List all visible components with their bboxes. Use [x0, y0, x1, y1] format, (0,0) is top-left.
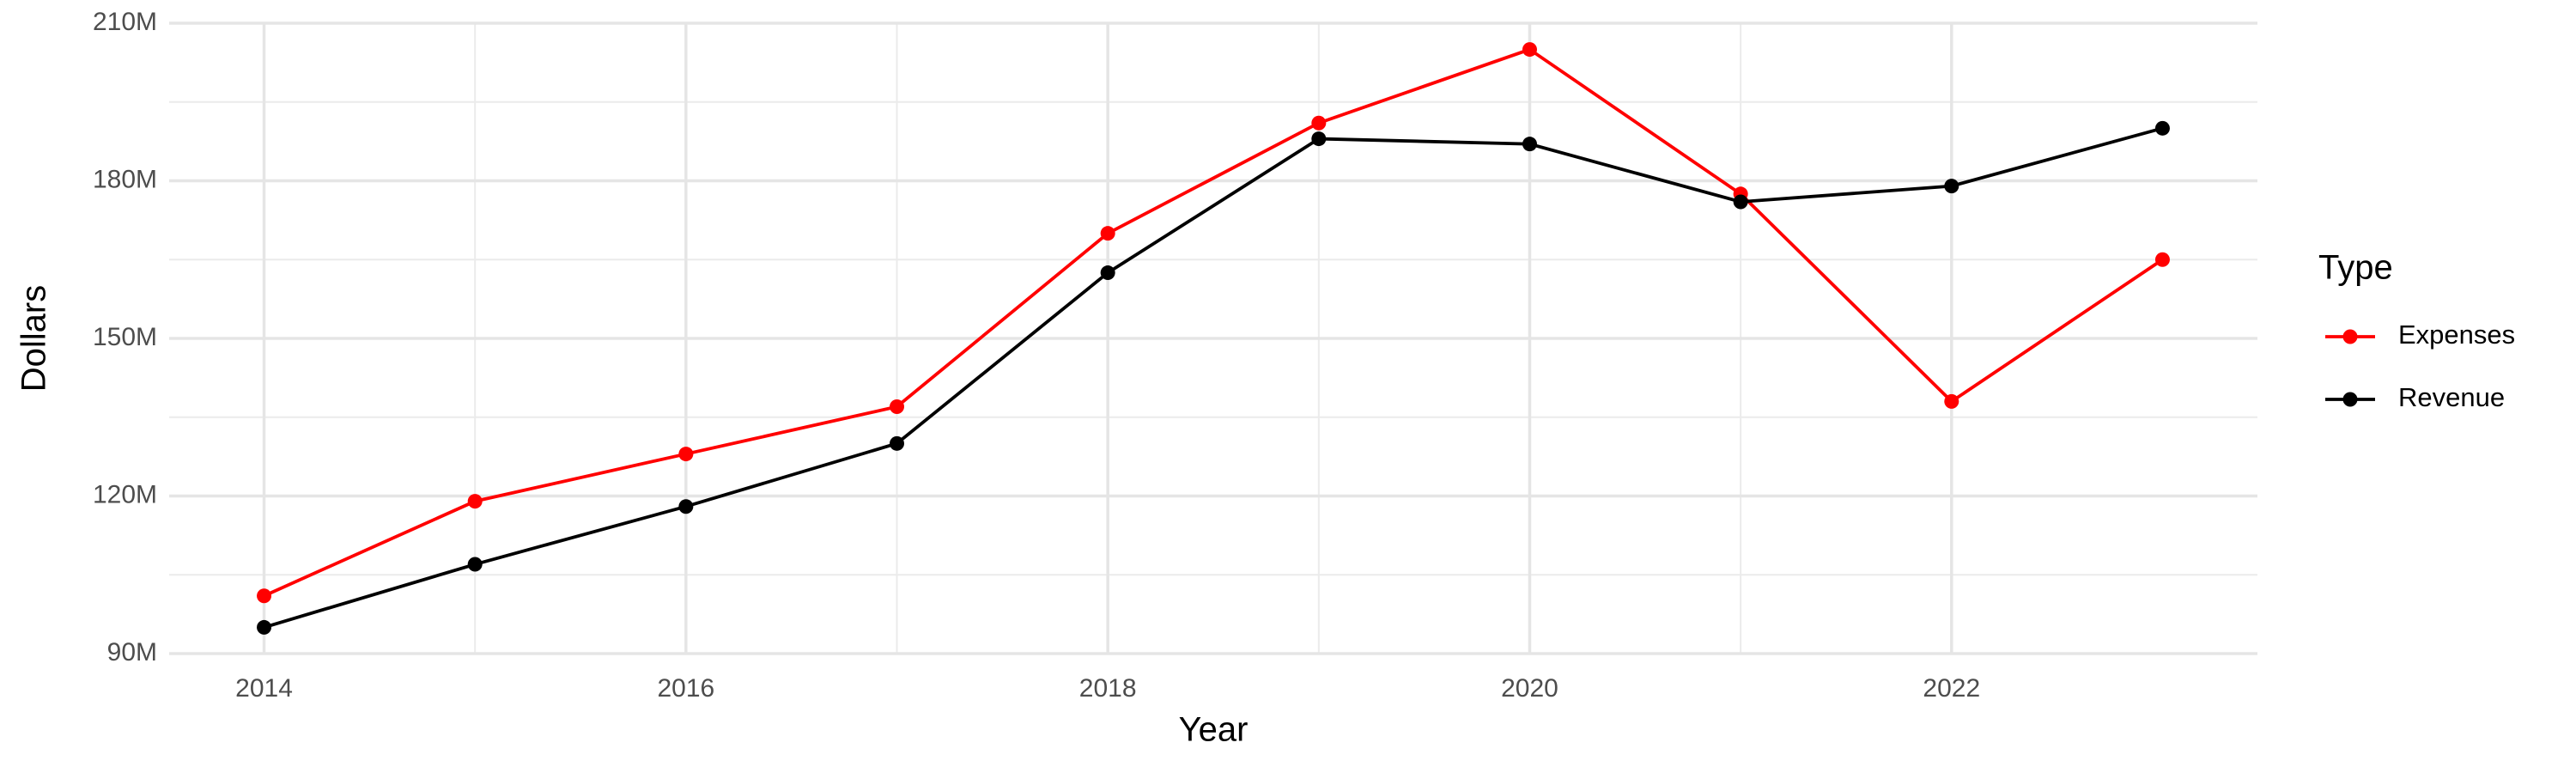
- data-point: [678, 447, 694, 462]
- data-point: [1100, 226, 1115, 241]
- data-point: [1733, 194, 1748, 210]
- legend-label: Revenue: [2398, 382, 2505, 412]
- data-point: [2154, 120, 2170, 136]
- y-axis-title: Dollars: [15, 285, 53, 392]
- data-point: [2154, 252, 2170, 267]
- legend-label: Expenses: [2398, 320, 2515, 350]
- data-point: [890, 435, 905, 451]
- data-point: [1100, 265, 1115, 281]
- data-point: [1522, 42, 1537, 58]
- y-tick-label: 180M: [93, 165, 157, 193]
- legend-dot: [2342, 392, 2358, 407]
- series-line: [263, 47, 2164, 598]
- data-point: [257, 588, 272, 604]
- x-tick-label: 2014: [235, 674, 293, 703]
- data-point: [1944, 393, 1959, 409]
- legend-title: Type: [2318, 249, 2393, 287]
- y-tick-label: 90M: [107, 638, 157, 666]
- data-point: [257, 619, 272, 635]
- data-point: [1311, 131, 1327, 147]
- series-line: [264, 126, 2163, 630]
- legend-dot: [2342, 329, 2358, 344]
- y-tick-label: 120M: [93, 480, 157, 508]
- data-point: [1311, 115, 1327, 131]
- x-tick-label: 2018: [1079, 674, 1137, 703]
- data-point: [467, 494, 483, 509]
- x-tick-label: 2016: [657, 674, 714, 703]
- x-tick-label: 2020: [1501, 674, 1558, 703]
- data-point: [890, 399, 905, 415]
- data-point: [678, 499, 694, 514]
- y-tick-label: 210M: [93, 8, 157, 36]
- x-axis-title: Year: [1179, 711, 1249, 749]
- data-point: [1522, 137, 1537, 152]
- data-point: [467, 557, 483, 572]
- x-tick-label: 2022: [1923, 674, 1980, 703]
- y-tick-label: 150M: [93, 323, 157, 351]
- data-point: [1944, 179, 1959, 194]
